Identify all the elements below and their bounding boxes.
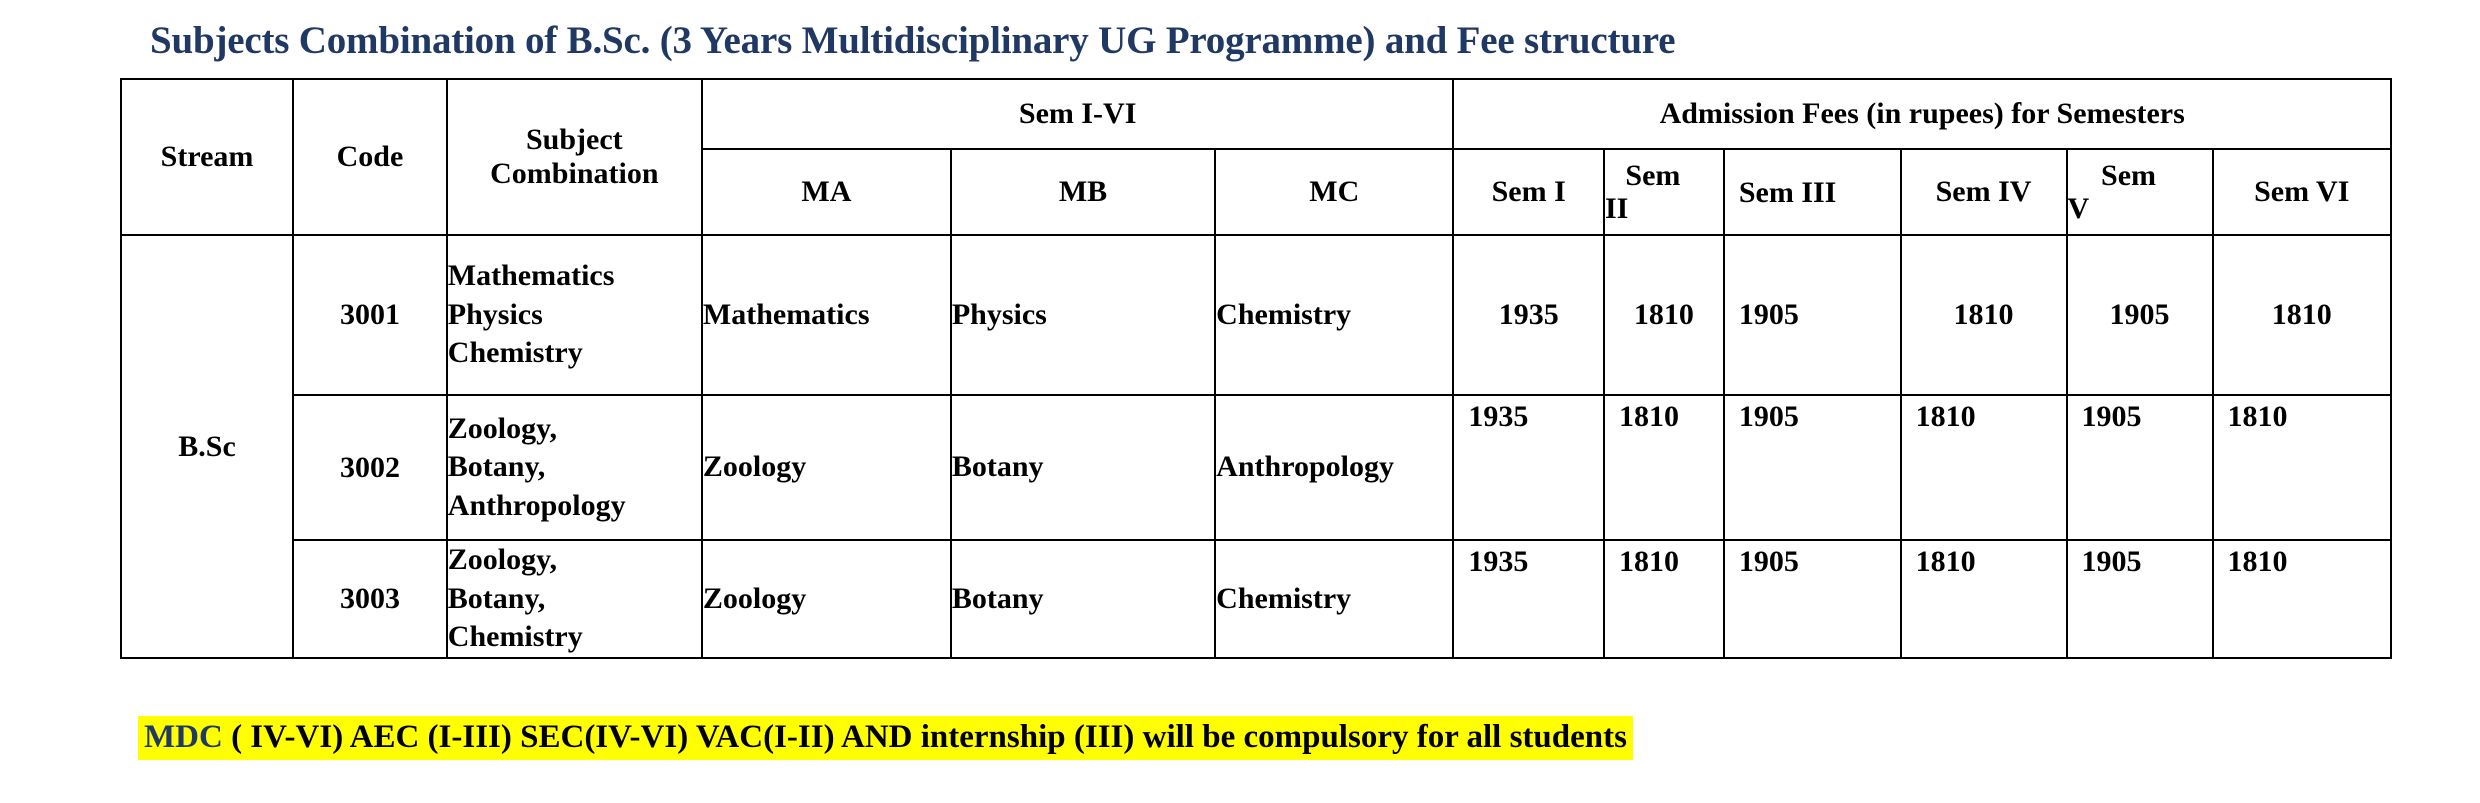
header-sem-3: Sem III <box>1722 148 1902 236</box>
header-row-columns: MA MB MC Sem I Sem II Sem III Sem IV Sem… <box>121 148 2393 236</box>
code-value: 3003 <box>292 539 448 659</box>
combination-line: Mathematics <box>447 259 615 293</box>
footer-note-text: ( IV-VI) AEC (I-III) SEC(IV-VI) VAC(I-II… <box>222 719 1627 755</box>
combination-line: Physics <box>447 297 543 331</box>
header-stream: Stream <box>119 78 295 236</box>
table-row: 3002 Zoology, Botany, Anthropology Zoolo… <box>121 394 2393 541</box>
header-subject-combination: Subject Combination <box>445 78 703 236</box>
mc-value: Chemistry <box>1214 539 1455 659</box>
header-sem-1: Sem I <box>1452 148 1605 236</box>
compulsory-courses-note: MDC ( IV-VI) AEC (I-III) SEC(IV-VI) VAC(… <box>138 716 1633 761</box>
fee-sem-4: 1810 <box>1899 394 2068 541</box>
header-sem-5-line2: V <box>2067 192 2090 225</box>
table-row: B.Sc 3001 Mathematics Physics Chemistry … <box>119 234 2393 659</box>
fee-sem-1: 1935 <box>1452 394 1605 541</box>
table-head: Stream Code Subject Combination Sem I-VI… <box>119 78 2393 236</box>
mc-value: Chemistry <box>1214 234 1455 396</box>
header-fees-group: Admission Fees (in rupees) for Semesters <box>1452 78 2392 150</box>
combination-value: Mathematics Physics Chemistry <box>445 234 703 396</box>
header-mb: MB <box>949 148 1217 236</box>
table-body: B.Sc 3001 Mathematics Physics Chemistry … <box>119 234 2393 659</box>
fee-sem-2: 1810 <box>1602 234 1725 396</box>
fee-sem-6: 1810 <box>2211 234 2393 396</box>
mb-value: Botany <box>949 539 1217 659</box>
header-sem-group: Sem I-VI <box>700 78 1455 150</box>
ma-value: Mathematics <box>700 234 952 396</box>
header-sem-2: Sem II <box>1602 148 1725 236</box>
header-sem-4: Sem IV <box>1899 148 2068 236</box>
combination-line: Chemistry <box>447 336 583 370</box>
code-value: 3001 <box>292 234 448 396</box>
fee-sem-1: 1935 <box>1452 234 1605 396</box>
header-sem-5-line1: Sem <box>2101 159 2157 192</box>
fee-sem-1: 1935 <box>1452 539 1605 659</box>
header-sem-2-line1: Sem <box>1625 159 1681 192</box>
fee-sem-3: 1905 <box>1722 394 1902 541</box>
fee-sem-3: 1905 <box>1722 234 1902 396</box>
fee-sem-2: 1810 <box>1602 394 1725 541</box>
header-sem-5: Sem V <box>2065 148 2214 236</box>
combination-line: Anthropology <box>447 488 626 522</box>
fee-sem-5: 1905 <box>2065 539 2214 659</box>
combination-line: Botany, <box>447 581 546 615</box>
combination-line: Botany, <box>447 450 546 484</box>
page-title: Subjects Combination of B.Sc. (3 Years M… <box>150 19 1676 62</box>
header-sem-6: Sem VI <box>2211 148 2393 236</box>
fee-sem-4: 1810 <box>1899 234 2068 396</box>
fee-sem-5: 1905 <box>2065 394 2214 541</box>
combination-line: Zoology, <box>447 543 557 577</box>
header-ma: MA <box>700 148 952 236</box>
ma-value: Zoology <box>700 539 952 659</box>
fee-sem-5: 1905 <box>2065 234 2214 396</box>
fee-sem-4: 1810 <box>1899 539 2068 659</box>
combination-value: Zoology, Botany, Chemistry <box>445 539 703 659</box>
combination-line: Zoology, <box>447 411 557 445</box>
subjects-fee-table: Stream Code Subject Combination Sem I-VI… <box>119 78 2393 659</box>
fee-sem-2: 1810 <box>1602 539 1725 659</box>
header-row-groups: Stream Code Subject Combination Sem I-VI… <box>119 78 2392 236</box>
code-value: 3002 <box>292 394 448 541</box>
header-subject-combination-line2: Combination <box>490 157 659 190</box>
mc-value: Anthropology <box>1214 394 1455 541</box>
fee-sem-3: 1905 <box>1722 539 1902 659</box>
footer-mdc-label: MDC <box>144 719 223 755</box>
fee-sem-6: 1810 <box>2211 539 2393 659</box>
header-sem-2-line2: II <box>1604 192 1629 225</box>
ma-value: Zoology <box>700 394 952 541</box>
combination-line: Chemistry <box>447 620 583 654</box>
combination-value: Zoology, Botany, Anthropology <box>445 394 703 541</box>
mb-value: Botany <box>949 394 1217 541</box>
fee-sem-6: 1810 <box>2211 394 2393 541</box>
header-mc: MC <box>1214 148 1455 236</box>
header-subject-combination-line1: Subject <box>526 123 623 157</box>
stream-value: B.Sc <box>119 234 295 659</box>
table-row: 3003 Zoology, Botany, Chemistry Zoology … <box>121 539 2393 659</box>
header-code: Code <box>292 78 448 236</box>
mb-value: Physics <box>949 234 1217 396</box>
